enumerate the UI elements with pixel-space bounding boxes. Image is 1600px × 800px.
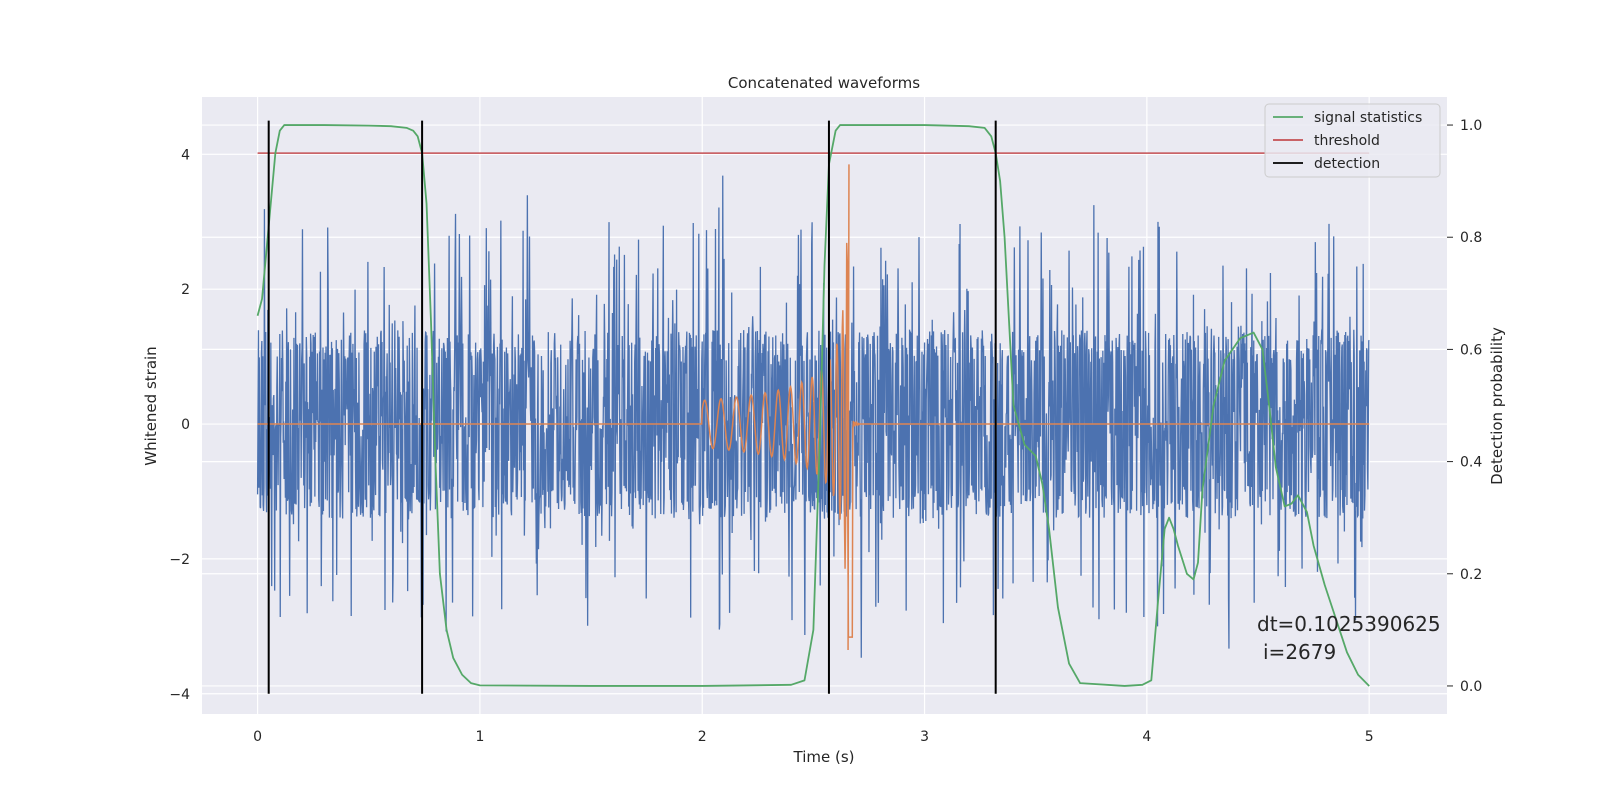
detection-series	[267, 120, 997, 694]
x-axis-ticks: 0 1 2 3 4 5	[253, 729, 1374, 745]
y2-tick-label-0: 0.0	[1460, 679, 1482, 695]
y-tick-label-0: −4	[169, 687, 190, 703]
legend-label-detection: detection	[1314, 156, 1380, 172]
x-tick-label-3: 3	[920, 729, 929, 745]
legend: signal statistics threshold detection	[1264, 103, 1441, 178]
x-tick-label-5: 5	[1365, 729, 1374, 745]
y-axis-ticks: −4 −2 0 2 4	[169, 147, 190, 702]
y2-tick-label-5: 1.0	[1460, 118, 1482, 134]
y2-tick-label-4: 0.8	[1460, 230, 1482, 246]
x-tick-label-4: 4	[1142, 729, 1151, 745]
y-tick-label-2: 0	[181, 417, 190, 433]
y-tick-label-4: 4	[181, 147, 190, 163]
strain-series	[256, 175, 1370, 658]
y2-axis-ticks: 0.0 0.2 0.4 0.6 0.8 1.0	[1447, 118, 1482, 695]
y2-tick-label-2: 0.4	[1460, 455, 1482, 471]
legend-box	[1264, 103, 1441, 178]
annotation-dt: dt=0.1025390625	[1257, 612, 1441, 636]
y2-tick-label-3: 0.6	[1460, 342, 1482, 358]
y-tick-label-3: 2	[181, 282, 190, 298]
y2-axis-title: Detection probability	[1488, 327, 1506, 485]
injection-series	[257, 164, 1370, 650]
x-tick-label-1: 1	[475, 729, 484, 745]
x-tick-label-0: 0	[253, 729, 262, 745]
chart-title: Concatenated waveforms	[728, 74, 920, 92]
strain-line	[256, 175, 1370, 658]
legend-label-threshold: threshold	[1314, 133, 1380, 149]
x-tick-label-2: 2	[698, 729, 707, 745]
y2-tick-label-1: 0.2	[1460, 567, 1482, 583]
x-axis-title: Time (s)	[793, 748, 855, 766]
grid	[202, 97, 1447, 714]
injection-line	[257, 164, 1370, 650]
y-axis-title: Whitened strain	[142, 346, 160, 465]
legend-label-signal-statistics: signal statistics	[1314, 110, 1422, 126]
annotation-index: i=2679	[1263, 640, 1336, 664]
y-tick-label-1: −2	[169, 552, 190, 568]
